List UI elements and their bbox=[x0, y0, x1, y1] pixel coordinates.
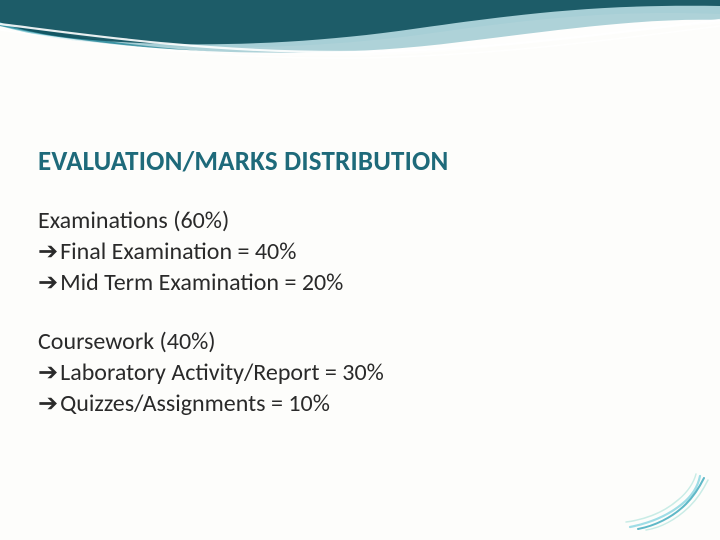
section-item: ➔Quizzes/Assignments = 10% bbox=[38, 389, 682, 418]
item-text: Quizzes/Assignments = 10% bbox=[60, 389, 330, 418]
item-text: Laboratory Activity/Report = 30% bbox=[60, 358, 384, 387]
corner-swirl-decoration bbox=[620, 472, 710, 532]
header-wave-decoration bbox=[0, 0, 720, 90]
arrow-icon: ➔ bbox=[38, 237, 58, 266]
wave-layer-dark bbox=[0, 0, 720, 44]
section-item: ➔Final Examination = 40% bbox=[38, 237, 682, 266]
section-coursework: Coursework (40%) ➔Laboratory Activity/Re… bbox=[38, 327, 682, 418]
wave-layer-white bbox=[0, 0, 720, 56]
wave-layer-light bbox=[0, 0, 720, 47]
swirl-line-4 bbox=[646, 480, 708, 530]
arrow-icon: ➔ bbox=[38, 268, 58, 297]
section-item: ➔Mid Term Examination = 20% bbox=[38, 268, 682, 297]
arrow-icon: ➔ bbox=[38, 358, 58, 387]
section-header: Coursework (40%) bbox=[38, 327, 682, 356]
swirl-line-2 bbox=[638, 478, 704, 529]
arrow-icon: ➔ bbox=[38, 389, 58, 418]
section-examinations: Examinations (60%) ➔Final Examination = … bbox=[38, 206, 682, 297]
wave-highlight-line-1 bbox=[0, 20, 720, 52]
swirl-line-3 bbox=[626, 474, 696, 522]
wave-layer-pale bbox=[0, 0, 720, 39]
section-header: Examinations (60%) bbox=[38, 206, 682, 235]
wave-highlight-line-2 bbox=[0, 26, 720, 58]
swirl-line-1 bbox=[630, 476, 700, 527]
item-text: Mid Term Examination = 20% bbox=[60, 268, 343, 297]
slide-content: EVALUATION/MARKS DISTRIBUTION Examinatio… bbox=[38, 145, 682, 448]
section-item: ➔Laboratory Activity/Report = 30% bbox=[38, 358, 682, 387]
wave-layer-mid bbox=[0, 0, 720, 53]
slide-title: EVALUATION/MARKS DISTRIBUTION bbox=[38, 145, 682, 178]
item-text: Final Examination = 40% bbox=[60, 237, 296, 266]
